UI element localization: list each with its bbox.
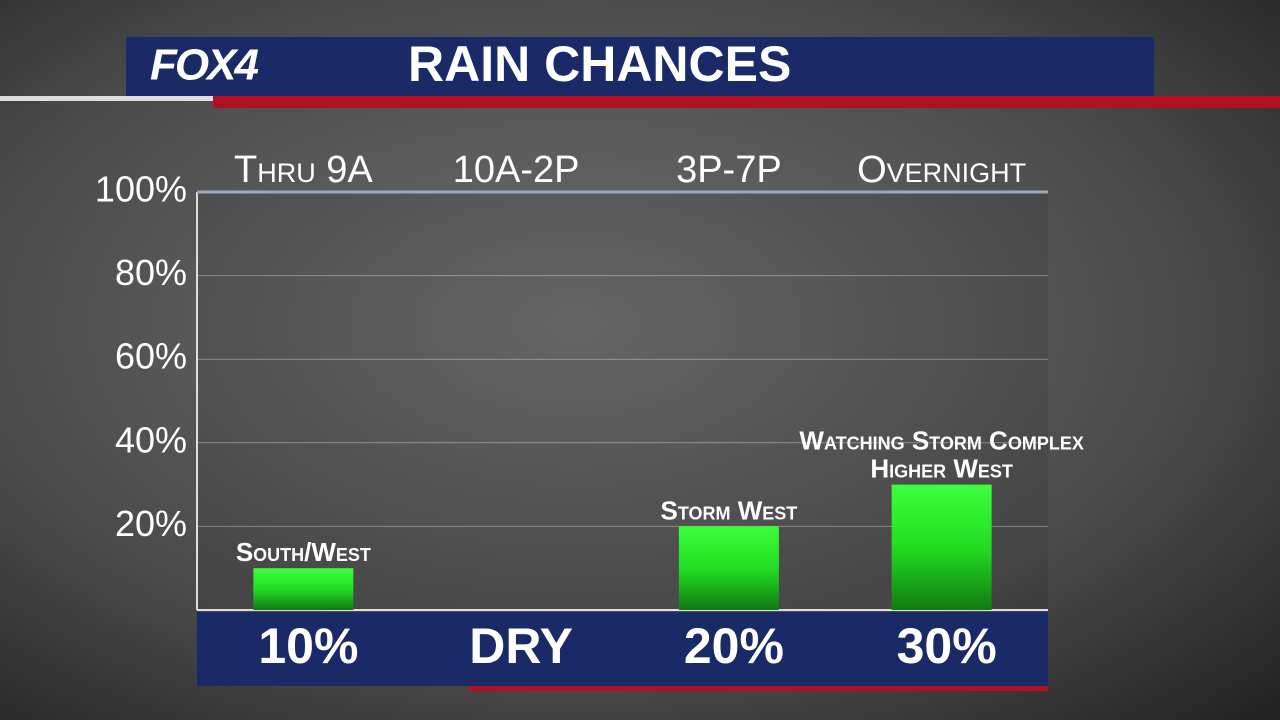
y-tick-label: 80% [115, 252, 187, 293]
header-band [126, 37, 1154, 96]
bar [891, 484, 992, 610]
value-red-line [468, 686, 1048, 691]
value-label: 20% [684, 618, 784, 674]
x-tick-label: Thru 9A [234, 149, 373, 191]
value-label: DRY [469, 618, 573, 674]
title: RAIN CHANCES [408, 36, 791, 92]
bar-annotation: Storm West [660, 495, 797, 525]
x-tick-label: 3P-7P [676, 149, 782, 191]
y-tick-label: 60% [115, 336, 187, 377]
value-label: 10% [258, 618, 358, 674]
y-tick-label: 40% [115, 419, 187, 460]
header-red-line [213, 96, 1280, 108]
bar-annotation: Watching Storm Complex [799, 425, 1083, 455]
x-tick-label: 10A-2P [453, 149, 580, 191]
x-tick-label: Overnight [857, 149, 1026, 191]
bar-annotation: Higher West [870, 453, 1013, 483]
y-tick-label: 20% [115, 503, 187, 544]
header-white-line [0, 96, 213, 101]
bar-annotation: South/West [236, 537, 371, 567]
value-label: 30% [897, 618, 997, 674]
y-tick-label: 100% [95, 169, 187, 210]
bar [253, 568, 354, 610]
value-band [197, 612, 1048, 686]
logo: FOX4 [150, 41, 258, 90]
bar [678, 526, 779, 610]
